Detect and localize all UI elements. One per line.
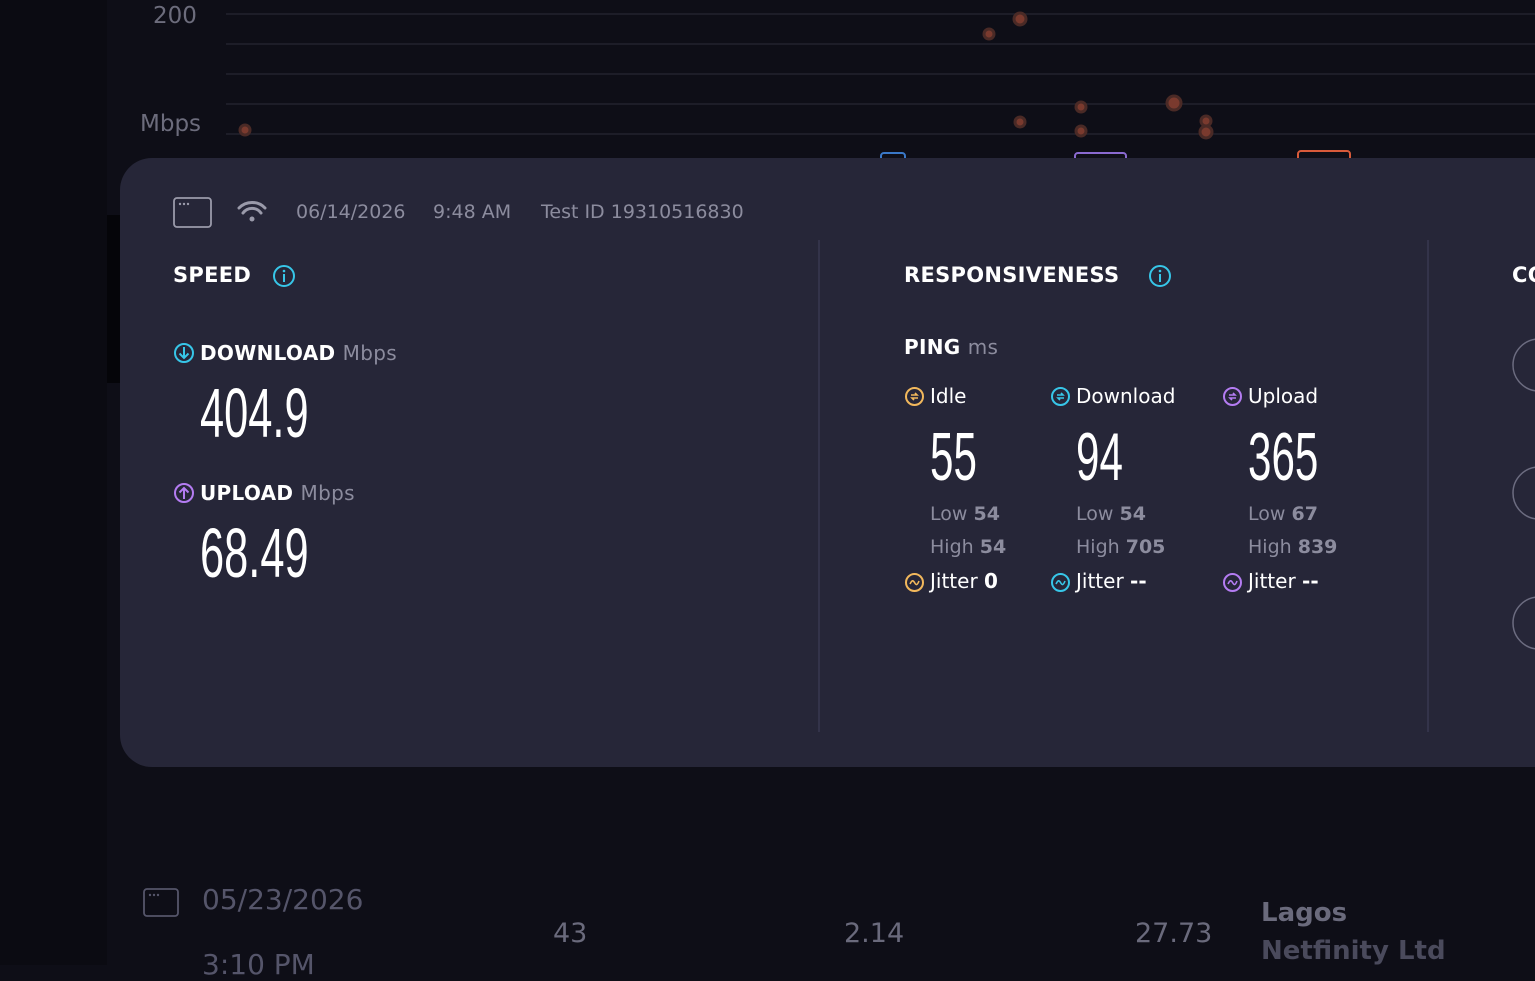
ping-label: PING ms xyxy=(904,335,998,359)
divider xyxy=(1427,240,1429,732)
unit: ms xyxy=(967,335,999,359)
jitter-icon xyxy=(904,572,925,597)
text: 705 xyxy=(1125,536,1166,558)
background-chart xyxy=(226,11,1535,160)
ping-name: Idle xyxy=(930,384,967,408)
test-time: 9:48 AM xyxy=(433,201,512,223)
label: DOWNLOAD xyxy=(200,341,336,365)
label: UPLOAD xyxy=(200,481,294,505)
text: -- xyxy=(1130,569,1147,593)
upload-value: 68.49 xyxy=(200,514,309,592)
info-icon[interactable] xyxy=(272,264,296,288)
y-tick-label: 200 xyxy=(153,3,197,29)
jitter-icon xyxy=(1222,572,1243,597)
ping-low: Low 67 xyxy=(1248,503,1318,525)
text: 839 xyxy=(1297,536,1338,558)
section-title: RESPONSIVENESS xyxy=(904,263,1120,287)
info-icon[interactable] xyxy=(1148,264,1172,288)
unit: Mbps xyxy=(342,341,397,365)
section-title: CO xyxy=(1512,263,1535,287)
ping-icon xyxy=(904,386,925,411)
download-icon xyxy=(174,343,194,363)
ping-high: High 705 xyxy=(1076,536,1165,558)
download-value: 404.9 xyxy=(200,374,309,452)
ping-name: Upload xyxy=(1248,384,1319,408)
text: Jitter xyxy=(1248,569,1296,593)
text: 54 xyxy=(973,503,1000,525)
history-value: 27.73 xyxy=(1135,918,1213,949)
ping-value: 365 xyxy=(1248,419,1319,495)
ping-value: 94 xyxy=(1076,419,1123,495)
ping-icon xyxy=(1050,386,1071,411)
ping-high: High 839 xyxy=(1248,536,1337,558)
text: Low xyxy=(930,503,968,525)
y-unit: Mbps xyxy=(140,111,202,137)
test-id: Test ID 19310516830 xyxy=(541,201,744,223)
label: PING xyxy=(904,335,961,359)
text: High xyxy=(1076,536,1120,558)
history-city: Lagos xyxy=(1261,898,1348,928)
header-icons xyxy=(173,197,267,228)
sidebar xyxy=(0,0,107,965)
ping-jitter: Jitter 0 xyxy=(930,569,998,593)
result-card xyxy=(120,158,1535,767)
ping-value: 55 xyxy=(930,419,977,495)
text: Low xyxy=(1248,503,1286,525)
ping-low: Low 54 xyxy=(930,503,1000,525)
history-value: 43 xyxy=(553,918,588,949)
text: Jitter xyxy=(930,569,978,593)
history-provider: Netfinity Ltd xyxy=(1261,936,1446,966)
text: -- xyxy=(1302,569,1319,593)
ping-low: Low 54 xyxy=(1076,503,1146,525)
upload-icon xyxy=(174,483,194,503)
section-title: SPEED xyxy=(173,263,252,287)
ping-high: High 54 xyxy=(930,536,1006,558)
ping-jitter: Jitter -- xyxy=(1248,569,1319,593)
text: High xyxy=(930,536,974,558)
text: 67 xyxy=(1291,503,1318,525)
ping-jitter: Jitter -- xyxy=(1076,569,1147,593)
text: Jitter xyxy=(1076,569,1124,593)
test-date: 06/14/2026 xyxy=(296,201,406,223)
ping-icon xyxy=(1222,386,1243,411)
text: 54 xyxy=(1119,503,1146,525)
text: Low xyxy=(1076,503,1114,525)
text: High xyxy=(1248,536,1292,558)
side-icons xyxy=(1512,338,1535,650)
text: 0 xyxy=(984,569,998,593)
metric-label: DOWNLOAD Mbps xyxy=(200,341,397,365)
jitter-icon xyxy=(1050,572,1071,597)
metric-label: UPLOAD Mbps xyxy=(200,481,355,505)
divider xyxy=(818,240,820,732)
ping-name: Download xyxy=(1076,384,1176,408)
history-date[interactable]: 05/23/2026 xyxy=(202,883,364,916)
text: 54 xyxy=(979,536,1007,558)
history-icon xyxy=(143,888,179,917)
unit: Mbps xyxy=(300,481,355,505)
history-value: 2.14 xyxy=(844,918,905,949)
sidebar-edge xyxy=(107,215,121,383)
